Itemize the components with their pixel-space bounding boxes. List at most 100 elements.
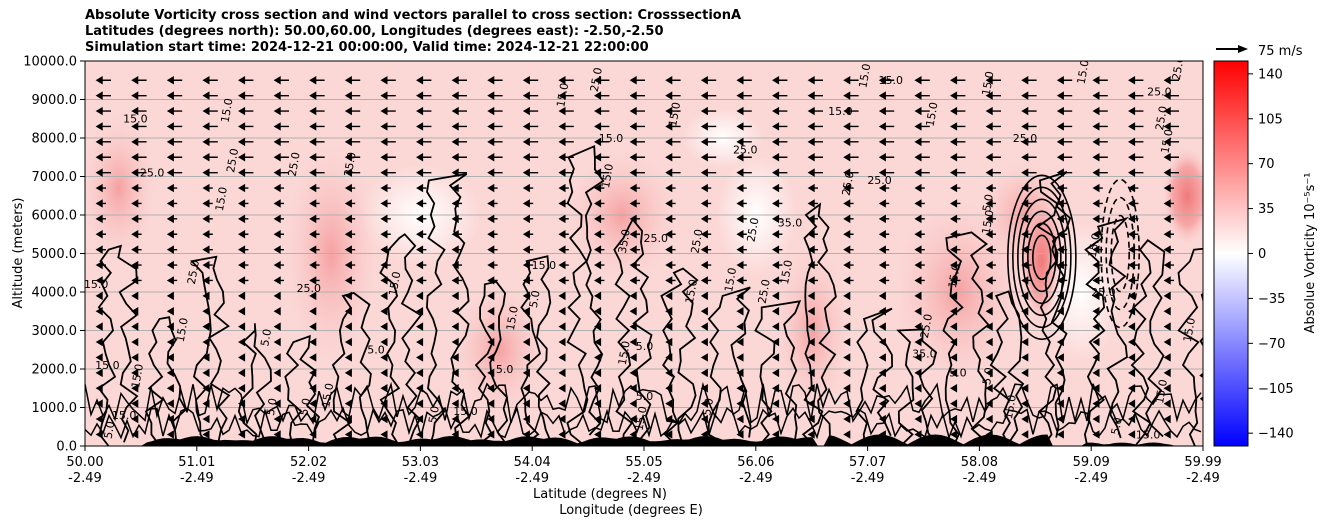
wind-vector-arrow: [487, 430, 495, 439]
wind-vector-arrow: [166, 337, 174, 347]
wind-vector-arrow: [487, 291, 495, 301]
wind-vector-arrow: [273, 430, 281, 439]
wind-vector-arrow: [1021, 106, 1037, 116]
colorbar: 140 105 70 35 0 −35 −70 −105 −140 Absolue Vortic…: [1213, 60, 1318, 447]
wind-vector-arrow: [380, 384, 388, 393]
wind-vector-arrow: [1056, 291, 1064, 301]
wind-vector-arrow: [558, 183, 569, 193]
wind-vector-arrow: [772, 430, 780, 439]
wind-vector-arrow: [451, 384, 459, 393]
wind-vector-arrow: [238, 260, 249, 270]
wind-vector-arrow: [1163, 106, 1179, 116]
wind-vector-arrow: [807, 214, 818, 224]
wind-vector-arrow: [451, 153, 467, 162]
wind-vector-arrow: [1163, 399, 1171, 408]
wind-vector-arrow: [95, 122, 111, 131]
wind-vector-arrow: [131, 353, 139, 362]
wind-vector-arrow: [273, 153, 289, 162]
wind-vector-arrow: [380, 337, 388, 347]
wind-vector-arrow: [309, 214, 320, 224]
contour-line: [284, 334, 321, 446]
wind-vector-arrow: [166, 291, 174, 301]
wind-vector-arrow: [487, 245, 498, 254]
wind-vector-arrow: [95, 291, 103, 301]
wind-vector-arrow: [487, 168, 503, 177]
wind-vector-arrow: [914, 322, 922, 331]
wind-vector-arrow: [202, 291, 210, 301]
wind-vector-arrow: [1163, 76, 1179, 85]
wind-vector-arrow: [985, 353, 993, 362]
wind-vector-arrow: [166, 307, 174, 316]
wind-vector-arrow: [95, 353, 103, 362]
wind-vector-arrow: [985, 230, 996, 239]
wind-vector-arrow: [487, 122, 503, 131]
wind-vector-arrow: [736, 245, 747, 254]
wind-vector-arrow: [380, 430, 388, 439]
contour-line: [566, 144, 605, 446]
wind-vector-arrow: [736, 183, 747, 193]
wind-vector-arrow: [238, 106, 254, 116]
wind-vector-arrow: [914, 76, 930, 85]
wind-vector-arrow: [344, 399, 352, 408]
wind-vector-arrow: [1163, 245, 1174, 254]
x-tick-label-latitude: 51.01: [178, 455, 215, 470]
wind-vector-arrow: [380, 307, 388, 316]
wind-vector-arrow: [451, 430, 459, 439]
wind-vector-arrow: [594, 245, 605, 254]
x-tick-label-longitude: -2.49: [739, 471, 773, 486]
wind-vector-arrow: [273, 183, 284, 193]
wind-vector-arrow: [665, 307, 673, 316]
wind-vector-arrow: [772, 260, 783, 270]
wind-vector-arrow: [1021, 337, 1029, 347]
wind-vector-arrow: [1128, 307, 1136, 316]
wind-vector-arrow: [380, 122, 396, 131]
wind-vector-arrow: [629, 353, 637, 362]
wind-vector-arrow: [344, 368, 352, 378]
wind-vector-arrow: [1021, 168, 1037, 177]
wind-vector-arrow: [1163, 260, 1174, 270]
wind-vector-arrow: [1163, 276, 1174, 285]
wind-vector-arrow: [166, 183, 178, 193]
wind-vector-arrow: [700, 76, 717, 85]
wind-vector-arrow: [166, 230, 178, 239]
contour-label: 25.0: [733, 143, 758, 156]
wind-vector-arrow: [522, 276, 534, 285]
wind-vector-arrow: [416, 230, 427, 239]
contour-label: 15.0: [616, 340, 633, 366]
wind-vector-arrow: [665, 337, 673, 347]
wind-vector-arrow: [665, 183, 676, 193]
wind-vector-arrow: [202, 230, 213, 239]
wind-vector-arrow: [344, 106, 361, 116]
wind-vector-arrow: [131, 153, 147, 162]
wind-vector-arrow: [238, 137, 254, 147]
wind-vector-arrow: [131, 322, 139, 331]
contour-label: 35.0: [912, 347, 937, 360]
wind-vector-arrow: [843, 214, 854, 224]
wind-vector-arrow: [1163, 199, 1174, 208]
wind-vector-arrow: [95, 337, 103, 347]
wind-vector-arrow: [1021, 384, 1029, 393]
wind-vector-arrow: [522, 122, 539, 131]
wind-vector-arrow: [914, 368, 922, 378]
wind-vector-arrow: [238, 430, 246, 439]
negative-contour-ring: [1110, 214, 1130, 293]
wind-vector-arrow: [166, 353, 174, 362]
wind-vector-arrow: [878, 322, 886, 331]
wind-vector-arrow: [1163, 214, 1174, 224]
wind-vector-arrow: [807, 414, 815, 424]
wind-vector-arrow: [700, 337, 708, 347]
contour-line: [801, 202, 837, 446]
wind-vector-arrow: [522, 168, 539, 177]
wind-vector-arrow: [131, 399, 139, 408]
wind-vector-arrow: [273, 122, 289, 131]
wind-vector-arrow: [416, 322, 424, 331]
contour-line: [1036, 171, 1072, 446]
wind-vector-arrow: [700, 353, 708, 362]
wind-vector-arrow: [807, 384, 815, 393]
wind-vector-arrow: [807, 430, 815, 439]
wind-vector-arrow: [558, 399, 566, 408]
wind-vector-arrow: [238, 353, 246, 362]
wind-vector-arrow: [1092, 199, 1103, 208]
wind-vector-arrow: [95, 384, 103, 393]
wind-vector-arrow: [807, 122, 823, 131]
